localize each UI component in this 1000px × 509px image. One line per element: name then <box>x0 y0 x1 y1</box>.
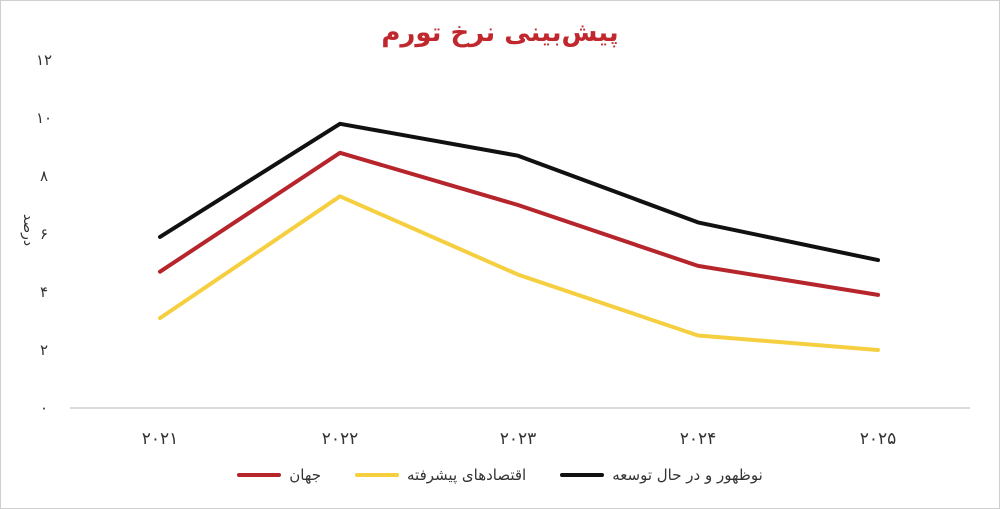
y-tick-label: ۱۰ <box>36 109 52 127</box>
legend-item-world: جهان <box>237 466 321 484</box>
x-tick-label: ۲۰۲۱ <box>142 429 179 449</box>
chart-title: پیش‌بینی نرخ تورم <box>381 18 619 48</box>
y-tick-label: ۶ <box>40 225 48 243</box>
series-line-advanced <box>158 194 880 352</box>
y-tick-label: ۴ <box>40 283 48 301</box>
series-line-emerging <box>158 121 880 263</box>
x-tick-label: ۲۰۲۴ <box>680 429 717 449</box>
legend-label-advanced: اقتصادهای پیشرفته <box>407 466 527 484</box>
y-tick-label: ۰ <box>40 399 48 417</box>
y-tick-label: ۲ <box>40 341 48 359</box>
legend-swatch-advanced <box>355 473 400 477</box>
x-tick-label: ۲۰۲۳ <box>500 429 537 449</box>
legend-label-world: جهان <box>289 466 322 484</box>
legend-item-emerging: نوظهور و در حال توسعه <box>560 466 763 484</box>
legend-swatch-world <box>237 473 282 477</box>
legend-label-emerging: نوظهور و در حال توسعه <box>612 466 763 484</box>
series-line-world <box>158 150 880 297</box>
x-tick-label: ۲۰۲۲ <box>322 429 359 449</box>
y-tick-label: ۸ <box>40 167 48 185</box>
legend-swatch-emerging <box>560 473 605 477</box>
x-tick-label: ۲۰۲۵ <box>860 429 897 449</box>
y-tick-label: ۱۲ <box>36 51 52 69</box>
legend: جهان اقتصادهای پیشرفته نوظهور و در حال ت… <box>0 466 1000 484</box>
legend-item-advanced: اقتصادهای پیشرفته <box>355 466 526 484</box>
